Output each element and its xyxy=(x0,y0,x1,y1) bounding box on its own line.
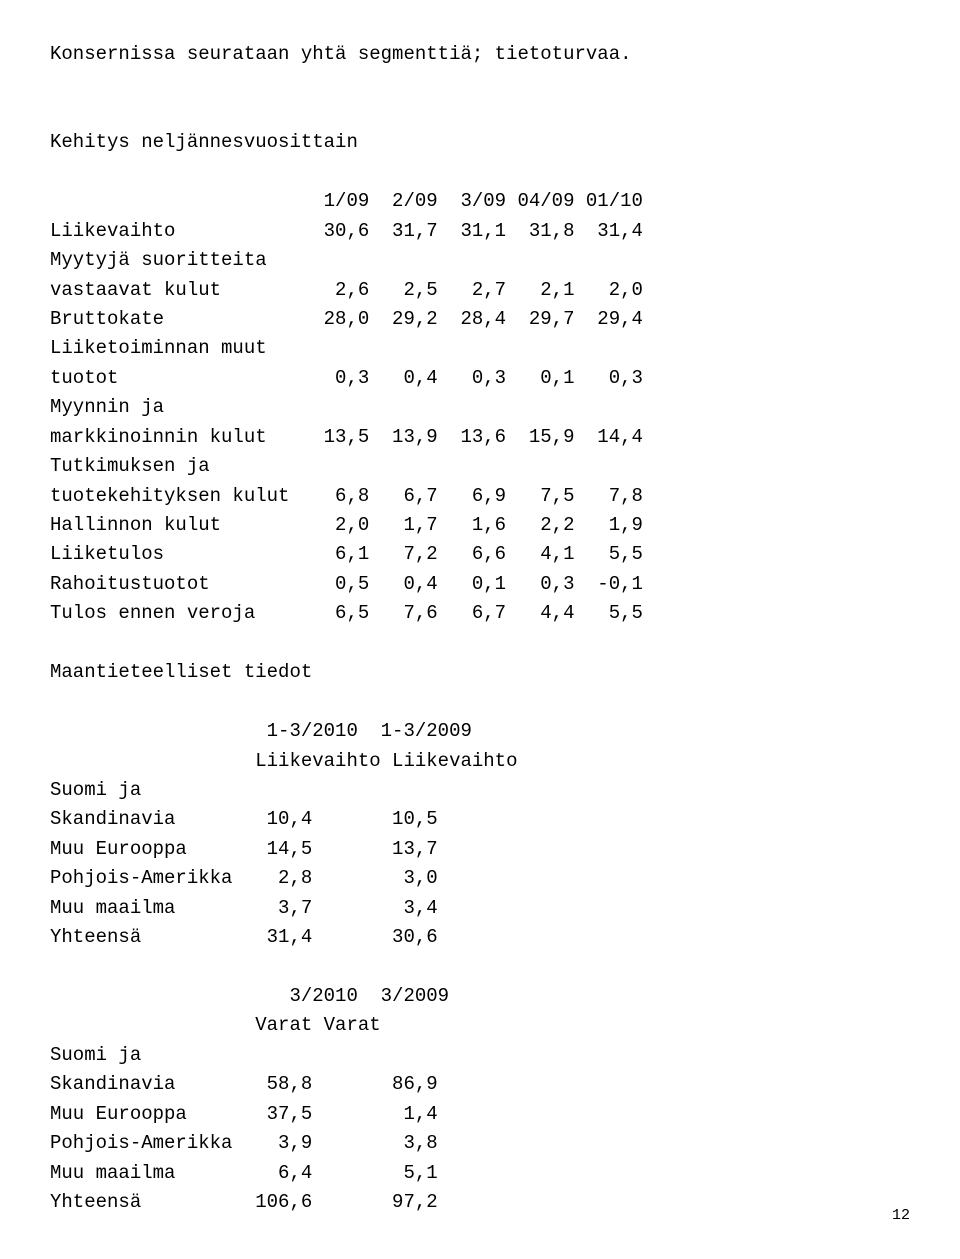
quarterly-table: 1/09 2/09 3/09 04/09 01/10 Liikevaihto 3… xyxy=(50,187,910,629)
page-number: 12 xyxy=(892,1204,910,1227)
document-page: Konsernissa seurataan yhtä segmenttiä; t… xyxy=(0,0,960,1248)
geo-revenue-table: 1-3/2010 1-3/2009 Liikevaihto Liikevaiht… xyxy=(50,717,910,953)
geo-assets-table: 3/2010 3/2009 Varat Varat Suomi ja Skand… xyxy=(50,982,910,1218)
quarterly-title: Kehitys neljännesvuosittain xyxy=(50,128,910,157)
intro-text: Konsernissa seurataan yhtä segmenttiä; t… xyxy=(50,40,910,69)
geo-title: Maantieteelliset tiedot xyxy=(50,658,910,687)
